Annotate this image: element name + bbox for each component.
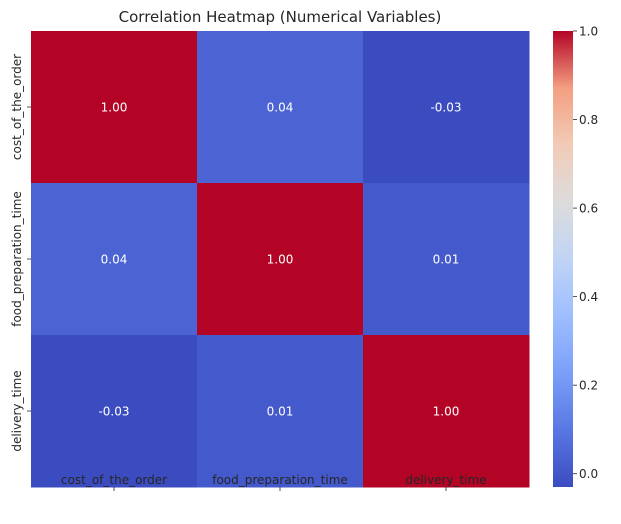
colorbar-tick-label: 1.0 [579, 25, 598, 39]
heatmap-cell [363, 335, 530, 488]
cell-value-label: 0.01 [433, 253, 460, 267]
heatmap-cell [363, 183, 530, 336]
heatmap-cell [197, 335, 364, 488]
x-tick-label: food_preparation_time [212, 473, 348, 487]
cell-value-label: 0.04 [267, 101, 294, 115]
colorbar [553, 31, 573, 487]
x-tick-label: cost_of_the_order [61, 473, 167, 487]
heatmap-cell [363, 31, 530, 184]
cell-value-label: 1.00 [433, 405, 460, 419]
x-tick-label: delivery_time [405, 473, 486, 487]
y-tick-labels: cost_of_the_order food_preparation_timede… [10, 54, 31, 452]
colorbar-ticks: 0.0 0.2 0.4 0.6 0.8 1.0 [573, 25, 598, 481]
colorbar-tick-label: 0.4 [579, 290, 598, 304]
colorbar-tick-label: 0.2 [579, 379, 598, 393]
cell-value-label: 1.00 [267, 253, 294, 267]
colorbar-tick-label: 0.8 [579, 113, 598, 127]
colorbar-tick-label: 0.6 [579, 202, 598, 216]
cell-value-label: -0.03 [430, 101, 461, 115]
cell-value-label: 0.04 [101, 253, 128, 267]
cell-value-label: 0.01 [267, 405, 294, 419]
heatmap-cell [31, 335, 198, 488]
y-tick-label: delivery_time [10, 370, 24, 451]
y-tick-label: cost_of_the_order [10, 54, 24, 160]
heatmap-cell [31, 31, 198, 184]
cell-value-label: 1.00 [101, 101, 128, 115]
heatmap-cells: 1.00 0.04 -0.03 0.04 1.00 0.01 -0.03 0.01 1.00 [31, 31, 530, 488]
chart-title: Correlation Heatmap (Numerical Variables… [119, 8, 442, 26]
x-tick-labels: cost_of_the_order food_preparation_time de… [61, 473, 487, 491]
heatmap-cell [31, 183, 198, 336]
y-tick-label: food_preparation_time [10, 191, 24, 327]
cell-value-label: -0.03 [98, 405, 129, 419]
heatmap-cell [197, 183, 364, 336]
colorbar-tick-label: 0.0 [579, 467, 598, 481]
heatmap-cell [197, 31, 364, 184]
